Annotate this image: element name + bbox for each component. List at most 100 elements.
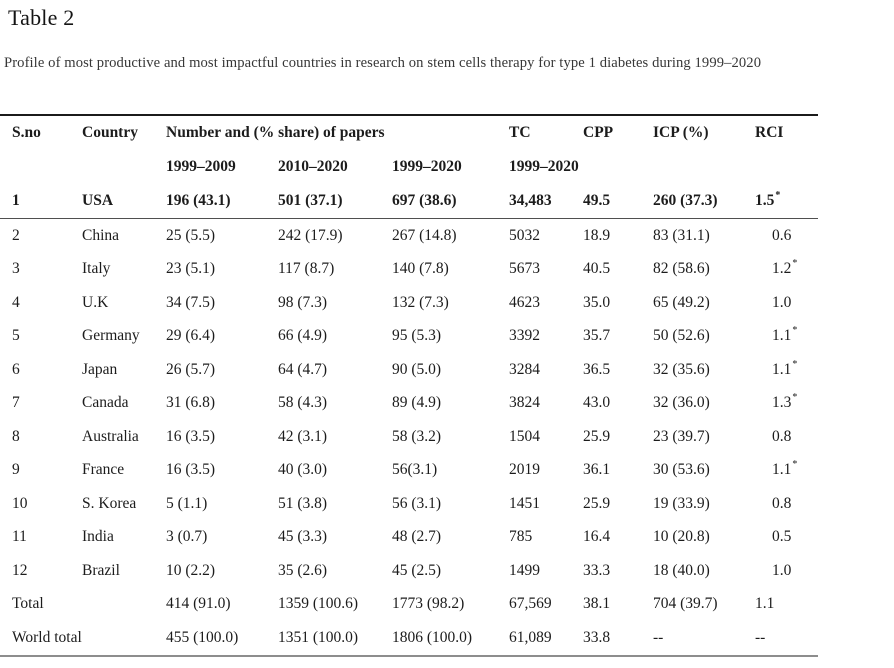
header-spacer [82, 150, 166, 184]
cell-country: Japan [82, 360, 118, 378]
cell-papers-1999-2009: 34 (7.5) [166, 293, 216, 311]
table-title: Table 2 [8, 5, 75, 30]
cell-sno: 2 [12, 226, 20, 244]
cell-cpp: 18.9 [583, 226, 611, 244]
cell-sno: 1 [12, 192, 20, 209]
cell-papers-1999-2020: 89 (4.9) [392, 394, 442, 412]
col-header-period-1999-2009: 1999–2009 [166, 158, 236, 175]
cell-country: USA [82, 192, 114, 209]
cell-cpp: 33.8 [583, 628, 611, 646]
col-header-papers-group: Number and (% share) of papers [166, 124, 385, 141]
col-header-period-tc-cpp: 1999–2020 [509, 158, 579, 175]
cell-icp: 30 (53.6) [653, 461, 710, 479]
cell-sno: 8 [12, 427, 20, 445]
cell-icp: 83 (31.1) [653, 226, 710, 244]
cell-country: France [82, 461, 125, 479]
cell-papers-2010-2020: 42 (3.1) [278, 427, 328, 445]
cell-papers-1999-2009: 31 (6.8) [166, 394, 216, 412]
countries-table: S.no Country Number and (% share) of pap… [0, 114, 819, 657]
cell-rci: 1.1 [755, 588, 818, 622]
cell-total-label: Total [12, 595, 44, 613]
cell-papers-1999-2009: 196 (43.1) [166, 192, 231, 209]
cell-tc: 3824 [509, 394, 541, 412]
cell-rci: 1.0 [755, 554, 818, 588]
significance-asterisk: * [775, 189, 781, 201]
cell-rci: 1.3* [755, 387, 818, 421]
significance-asterisk: * [792, 392, 798, 404]
cell-rci: 1.0 [755, 286, 818, 320]
col-header-period-2010-2020: 2010–2020 [278, 158, 348, 175]
cell-icp: -- [653, 628, 664, 646]
rci-value: 1.0 [772, 293, 792, 311]
cell-cpp: 25.9 [583, 427, 611, 445]
cell-sno: 7 [12, 394, 20, 412]
cell-sno: 12 [12, 561, 28, 579]
rci-value: 1.3 [772, 394, 792, 412]
table-row: 2 China 25 (5.5) 242 (17.9) 267 (14.8) 5… [0, 219, 818, 253]
cell-sno: 11 [12, 528, 27, 546]
cell-cpp: 43.0 [583, 394, 611, 412]
cell-world-total-label: World total [12, 628, 82, 646]
cell-tc: 3284 [509, 360, 541, 378]
table-header: S.no Country Number and (% share) of pap… [0, 115, 819, 219]
cell-papers-1999-2009: 414 (91.0) [166, 595, 231, 613]
significance-asterisk: * [792, 459, 798, 471]
cell-papers-1999-2020: 95 (5.3) [392, 327, 442, 345]
cell-cpp: 25.9 [583, 494, 611, 512]
cell-icp: 50 (52.6) [653, 327, 710, 345]
significance-asterisk: * [792, 358, 798, 370]
rci-value: 0.8 [772, 427, 792, 445]
cell-rci: -- [755, 621, 818, 656]
cell-papers-1999-2009: 455 (100.0) [166, 628, 239, 646]
cell-papers-2010-2020: 40 (3.0) [278, 461, 328, 479]
table-row: 12 Brazil 10 (2.2) 35 (2.6) 45 (2.5) 149… [0, 554, 818, 588]
col-header-country: Country [82, 124, 138, 141]
table-row: 3 Italy 23 (5.1) 117 (8.7) 140 (7.8) 567… [0, 253, 818, 287]
cell-rci: 1.1* [755, 320, 818, 354]
header-spacer [0, 150, 82, 184]
cell-icp: 704 (39.7) [653, 595, 718, 613]
cell-country: Brazil [82, 561, 120, 579]
cell-tc: 5673 [509, 260, 541, 278]
cell-sno: 4 [12, 293, 20, 311]
col-header-rci: RCI [755, 124, 784, 141]
cell-papers-1999-2009: 16 (3.5) [166, 427, 216, 445]
cell-papers-1999-2020: 140 (7.8) [392, 260, 449, 278]
cell-rci: 0.8 [755, 420, 818, 454]
cell-papers-1999-2009: 10 (2.2) [166, 561, 216, 579]
rci-value: 1.1 [772, 327, 792, 345]
cell-icp: 260 (37.3) [653, 192, 718, 209]
cell-tc: 1504 [509, 427, 541, 445]
cell-tc: 34,483 [509, 192, 552, 209]
cell-papers-2010-2020: 64 (4.7) [278, 360, 328, 378]
table-row: 6 Japan 26 (5.7) 64 (4.7) 90 (5.0) 3284 … [0, 353, 818, 387]
cell-papers-1999-2020: 1773 (98.2) [392, 595, 465, 613]
rci-value: 1.2 [772, 260, 792, 278]
rci-value: 1.1 [772, 360, 792, 378]
cell-papers-1999-2009: 25 (5.5) [166, 226, 216, 244]
table-caption: Profile of most productive and most impa… [4, 55, 762, 71]
rci-value: 1.5 [755, 192, 775, 209]
cell-papers-1999-2020: 267 (14.8) [392, 226, 457, 244]
cell-papers-2010-2020: 66 (4.9) [278, 327, 328, 345]
header-row-2: 1999–2009 2010–2020 1999–2020 1999–2020 [0, 150, 818, 184]
rci-value: 1.0 [772, 561, 792, 579]
cell-rci: 1.2* [755, 253, 818, 287]
cell-papers-2010-2020: 1359 (100.6) [278, 595, 359, 613]
header-row-1: S.no Country Number and (% share) of pap… [0, 115, 818, 150]
cell-rci: 0.6 [755, 219, 818, 253]
cell-icp: 10 (20.8) [653, 528, 710, 546]
cell-papers-2010-2020: 51 (3.8) [278, 494, 328, 512]
cell-icp: 19 (33.9) [653, 494, 710, 512]
cell-country: Germany [82, 327, 140, 345]
cell-rci: 0.5 [755, 521, 818, 555]
significance-asterisk: * [792, 258, 798, 270]
cell-country: India [82, 528, 114, 546]
cell-papers-1999-2009: 26 (5.7) [166, 360, 216, 378]
cell-tc: 67,569 [509, 595, 552, 613]
cell-tc: 785 [509, 528, 533, 546]
cell-rci: 1.1* [755, 353, 818, 387]
cell-cpp: 33.3 [583, 561, 611, 579]
cell-tc: 4623 [509, 293, 541, 311]
cell-country: Canada [82, 394, 129, 412]
